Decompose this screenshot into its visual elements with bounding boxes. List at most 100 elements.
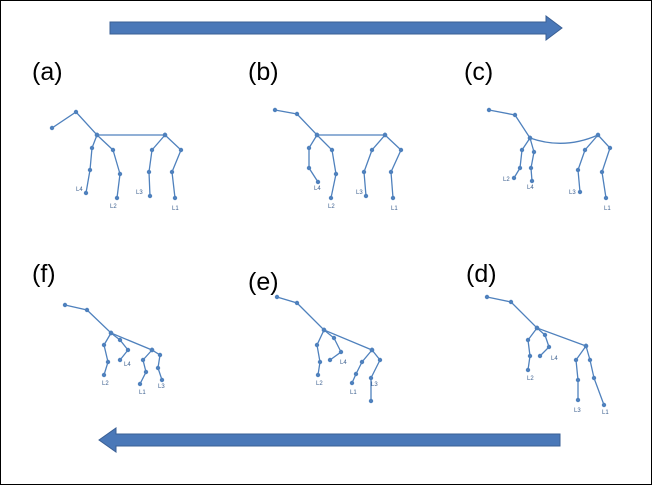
leg-label: L3 (356, 190, 363, 196)
joint (529, 166, 533, 170)
joint (378, 358, 382, 362)
joint (328, 358, 332, 362)
joint (535, 326, 539, 330)
joint (315, 133, 319, 137)
joint (576, 378, 580, 382)
joint (273, 108, 277, 112)
joint (295, 301, 299, 305)
leg-label: L3 (136, 190, 143, 196)
joint (158, 353, 162, 357)
joint (160, 378, 164, 382)
joint (90, 146, 94, 150)
joint (512, 176, 516, 180)
joint (63, 303, 67, 307)
joint (170, 170, 174, 174)
joint (275, 295, 279, 299)
joint (295, 112, 299, 116)
panel-label: (e) (248, 268, 279, 296)
joint (370, 348, 374, 352)
joint (584, 344, 588, 348)
joint (574, 358, 578, 362)
leg-label: L4 (314, 186, 321, 192)
leg-label: L4 (340, 360, 347, 366)
joint (391, 196, 395, 200)
joint (485, 295, 489, 299)
leg-label: L4 (124, 362, 131, 368)
joint (383, 133, 387, 137)
joint (526, 368, 530, 372)
joint (95, 133, 99, 137)
leg-label: L1 (172, 206, 179, 212)
joint (88, 168, 92, 172)
joint (547, 345, 551, 349)
joint (596, 133, 600, 137)
joint (509, 300, 513, 304)
panel-label: (a) (32, 58, 63, 86)
frame (1, 1, 652, 485)
joint (307, 146, 311, 150)
joint (329, 196, 333, 200)
joint (102, 373, 106, 377)
leg-label: L3 (574, 408, 581, 414)
joint (513, 113, 517, 117)
leg-label: L2 (316, 381, 323, 387)
joint (85, 308, 89, 312)
joint (330, 148, 334, 152)
joint (115, 196, 119, 200)
joint (106, 360, 110, 364)
joint (369, 399, 373, 403)
joint (316, 373, 320, 377)
joint (332, 336, 336, 340)
leg-label: L1 (391, 206, 398, 212)
leg-label: L3 (158, 384, 165, 390)
joint (354, 372, 358, 376)
panel-label: (b) (248, 58, 279, 86)
joint (389, 170, 393, 174)
diagram: (a)L4L2L3L1(b)L4L2L3L1(c)L2L4L3L1(f)L2L4… (0, 0, 652, 485)
leg-label: L4 (76, 187, 83, 193)
joint (74, 110, 78, 114)
joint (111, 148, 115, 152)
joint (339, 350, 343, 354)
joint (118, 338, 122, 342)
joint (578, 190, 582, 194)
joint (592, 376, 596, 380)
joint (604, 196, 608, 200)
joint (315, 343, 319, 347)
joint (528, 354, 532, 358)
joint (50, 126, 54, 130)
joint (109, 331, 113, 335)
joint (307, 166, 311, 170)
joint (583, 148, 587, 152)
joint (608, 146, 612, 150)
joint (530, 179, 534, 183)
leg-label: L3 (371, 382, 378, 388)
leg-label: L4 (551, 356, 558, 362)
leg-label: L2 (328, 204, 335, 210)
joint (84, 191, 88, 195)
joint (147, 170, 151, 174)
joint (150, 148, 154, 152)
joint (487, 108, 491, 112)
joint (360, 360, 364, 364)
joint (318, 360, 322, 364)
joint (576, 168, 580, 172)
leg-label: L1 (602, 410, 609, 416)
joint (118, 172, 122, 176)
joint (600, 170, 604, 174)
joint (543, 333, 547, 337)
leg-label: L2 (110, 204, 117, 210)
joint (526, 338, 530, 342)
leg-label: L2 (503, 177, 510, 183)
leg-label: L1 (604, 206, 611, 212)
joint (118, 358, 122, 362)
joint (369, 376, 373, 380)
joint (179, 148, 183, 152)
leg-label: L4 (527, 185, 534, 191)
panel-label: (d) (466, 260, 497, 288)
panel-label: (f) (32, 260, 56, 288)
joint (528, 136, 532, 140)
joint (518, 166, 522, 170)
leg-label: L3 (569, 190, 576, 196)
joint (144, 370, 148, 374)
